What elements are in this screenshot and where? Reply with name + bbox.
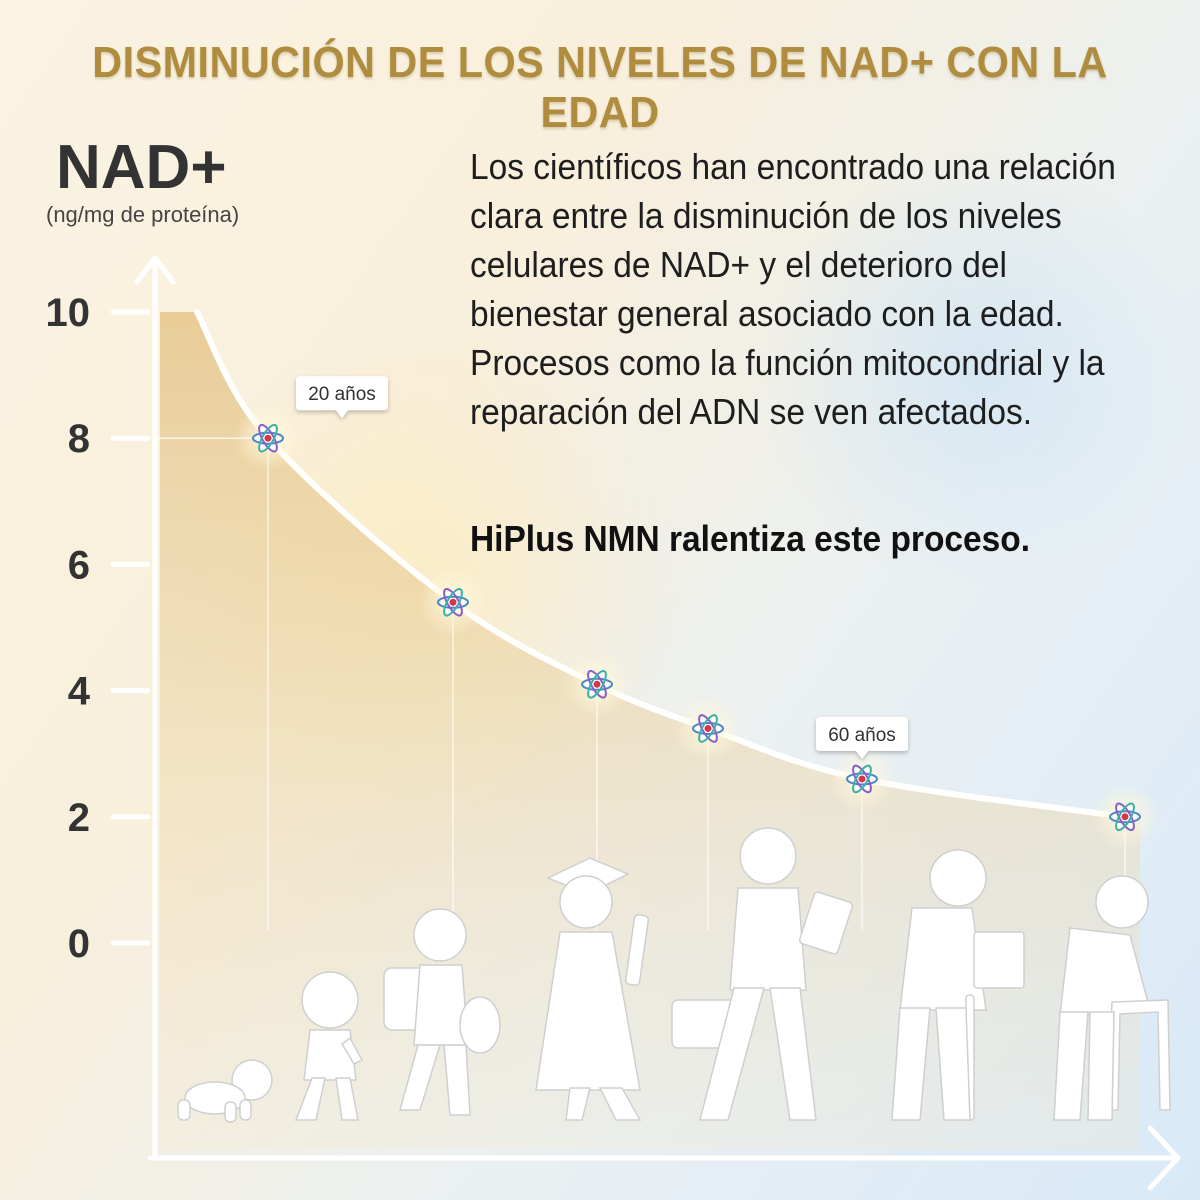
- atom-icon: [828, 744, 896, 813]
- y-tick-label: 4: [68, 670, 91, 714]
- atom-icon: [563, 650, 631, 719]
- elderly-man-with-walker-icon: [1053, 875, 1171, 1121]
- atom-icon: [1091, 782, 1159, 851]
- age-callout: 60 años: [816, 716, 908, 759]
- page-title: DISMINUCIÓN DE LOS NIVELES DE NAD+ CON L…: [92, 38, 1108, 137]
- y-axis-unit: (ng/mg de proteína): [46, 202, 240, 227]
- graduate-icon: [535, 857, 650, 1121]
- y-tick-label: 8: [68, 417, 90, 461]
- crawling-baby-icon: [177, 1059, 273, 1123]
- age-callout-label: 20 años: [308, 384, 376, 405]
- y-tick-label: 0: [68, 922, 90, 966]
- atom-icon: [419, 568, 487, 637]
- y-tick-label: 2: [68, 796, 90, 840]
- age-callout-label: 60 años: [828, 725, 896, 746]
- x-axis-arrow: [1147, 1125, 1181, 1191]
- y-tick-label: 10: [46, 291, 91, 335]
- product-highlight: HiPlus NMN ralentiza este proceso.: [470, 518, 1031, 559]
- y-tick-label: 6: [68, 543, 90, 587]
- y-axis-arrow: [134, 255, 176, 285]
- elderly-man-with-cane-icon: [891, 849, 1025, 1121]
- atom-icon: [234, 404, 302, 473]
- description-paragraph: Los científicos han encontrado una relac…: [470, 146, 1116, 432]
- age-callout: 20 años: [296, 376, 388, 419]
- child-with-backpack-icon: [383, 908, 501, 1116]
- area-fill: [160, 312, 1140, 1150]
- businessman-icon: [671, 827, 854, 1121]
- toddler-icon: [294, 971, 364, 1121]
- atom-icon: [674, 694, 742, 763]
- y-axis-title: NAD+: [56, 133, 227, 202]
